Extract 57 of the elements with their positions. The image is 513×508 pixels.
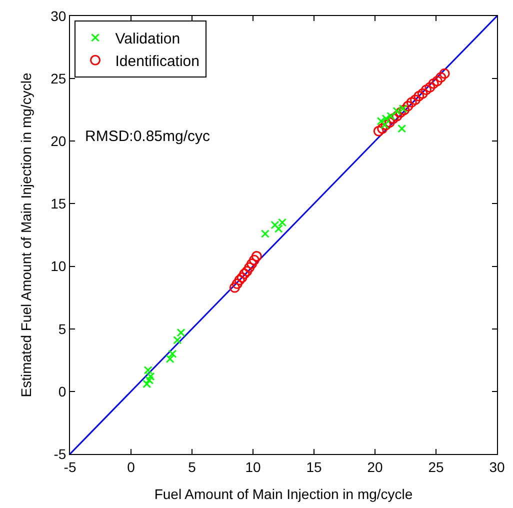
y-tick-label: 25 — [50, 70, 66, 86]
x-tick-label: 5 — [188, 458, 196, 475]
point — [232, 278, 242, 290]
legend-label: Identification — [115, 52, 200, 70]
point — [239, 268, 250, 280]
x-tick-label: 20 — [367, 458, 383, 475]
y-tick-label: -5 — [54, 446, 66, 462]
point — [248, 254, 260, 266]
legend-label: Validation — [115, 30, 180, 48]
x-axis-title: Fuel Amount of Main Injection in mg/cycle — [154, 486, 413, 502]
y-tick-label: 5 — [58, 320, 66, 337]
point — [251, 251, 262, 262]
point — [432, 76, 442, 86]
x-tick-label: 25 — [428, 458, 444, 475]
point — [142, 380, 152, 388]
y-tick-label: 15 — [50, 196, 66, 212]
point — [145, 376, 154, 384]
point — [146, 372, 155, 381]
point — [428, 78, 439, 89]
point — [168, 350, 177, 358]
point — [274, 224, 283, 233]
point — [260, 230, 270, 238]
point — [244, 262, 255, 273]
point — [410, 94, 421, 106]
point — [377, 123, 388, 134]
point — [246, 258, 258, 270]
point — [395, 107, 406, 118]
x-tick-label: 15 — [306, 458, 322, 475]
annotation: RMSD:0.85mg/cyc — [85, 128, 211, 145]
point — [229, 282, 240, 293]
point — [234, 274, 245, 286]
point — [436, 72, 446, 83]
x-tick-label: 30 — [489, 458, 505, 475]
point — [166, 354, 174, 364]
point — [176, 328, 186, 337]
point — [173, 336, 182, 344]
y-tick-label: 30 — [50, 8, 66, 24]
point — [373, 126, 384, 136]
y-axis-title: Estimated Fuel Amount of Main Injection in mg/cycle — [18, 72, 34, 398]
point — [384, 117, 395, 128]
point — [402, 100, 414, 112]
point — [424, 82, 436, 93]
y-tick-label: 20 — [50, 133, 66, 150]
point — [439, 68, 450, 79]
point — [420, 84, 432, 96]
point — [414, 90, 424, 102]
point — [236, 272, 248, 283]
x-tick-label: 10 — [245, 458, 261, 475]
point — [406, 97, 417, 108]
point — [242, 266, 252, 277]
point — [144, 366, 152, 374]
point — [398, 124, 406, 133]
x-tick-label: 0 — [127, 458, 136, 475]
point — [417, 88, 428, 99]
y-tick-label: 10 — [50, 258, 66, 274]
y-tick-label: 0 — [58, 383, 66, 400]
point — [392, 110, 402, 122]
